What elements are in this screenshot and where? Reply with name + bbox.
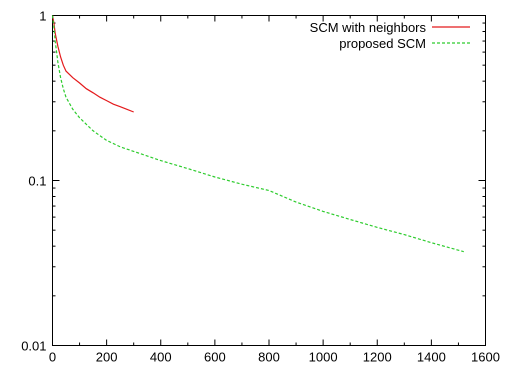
y-tick-label: 1 bbox=[39, 9, 46, 24]
y-axis: 1 0.1 0.01 bbox=[21, 9, 486, 354]
x-tick-label: 1600 bbox=[471, 350, 500, 365]
series-line-0 bbox=[51, 15, 134, 113]
x-tick-label: 1400 bbox=[417, 350, 446, 365]
x-tick-label: 800 bbox=[258, 350, 280, 365]
series-line-1 bbox=[51, 15, 464, 253]
x-axis: 0 200 400 600 800 1000 1200 1400 1600 bbox=[49, 15, 500, 365]
series-layer bbox=[51, 15, 464, 253]
x-tick-label: 1000 bbox=[309, 350, 338, 365]
x-tick-label: 600 bbox=[204, 350, 226, 365]
y-tick-label: 0.01 bbox=[21, 339, 46, 354]
x-tick-label: 200 bbox=[96, 350, 118, 365]
y-tick-label: 0.1 bbox=[28, 174, 46, 189]
legend-label: proposed SCM bbox=[339, 36, 426, 51]
x-tick-label: 400 bbox=[150, 350, 172, 365]
legend-label: SCM with neighbors bbox=[310, 20, 427, 35]
x-tick-label: 1200 bbox=[363, 350, 392, 365]
plot-frame bbox=[52, 15, 486, 346]
x-tick-label: 0 bbox=[49, 350, 56, 365]
